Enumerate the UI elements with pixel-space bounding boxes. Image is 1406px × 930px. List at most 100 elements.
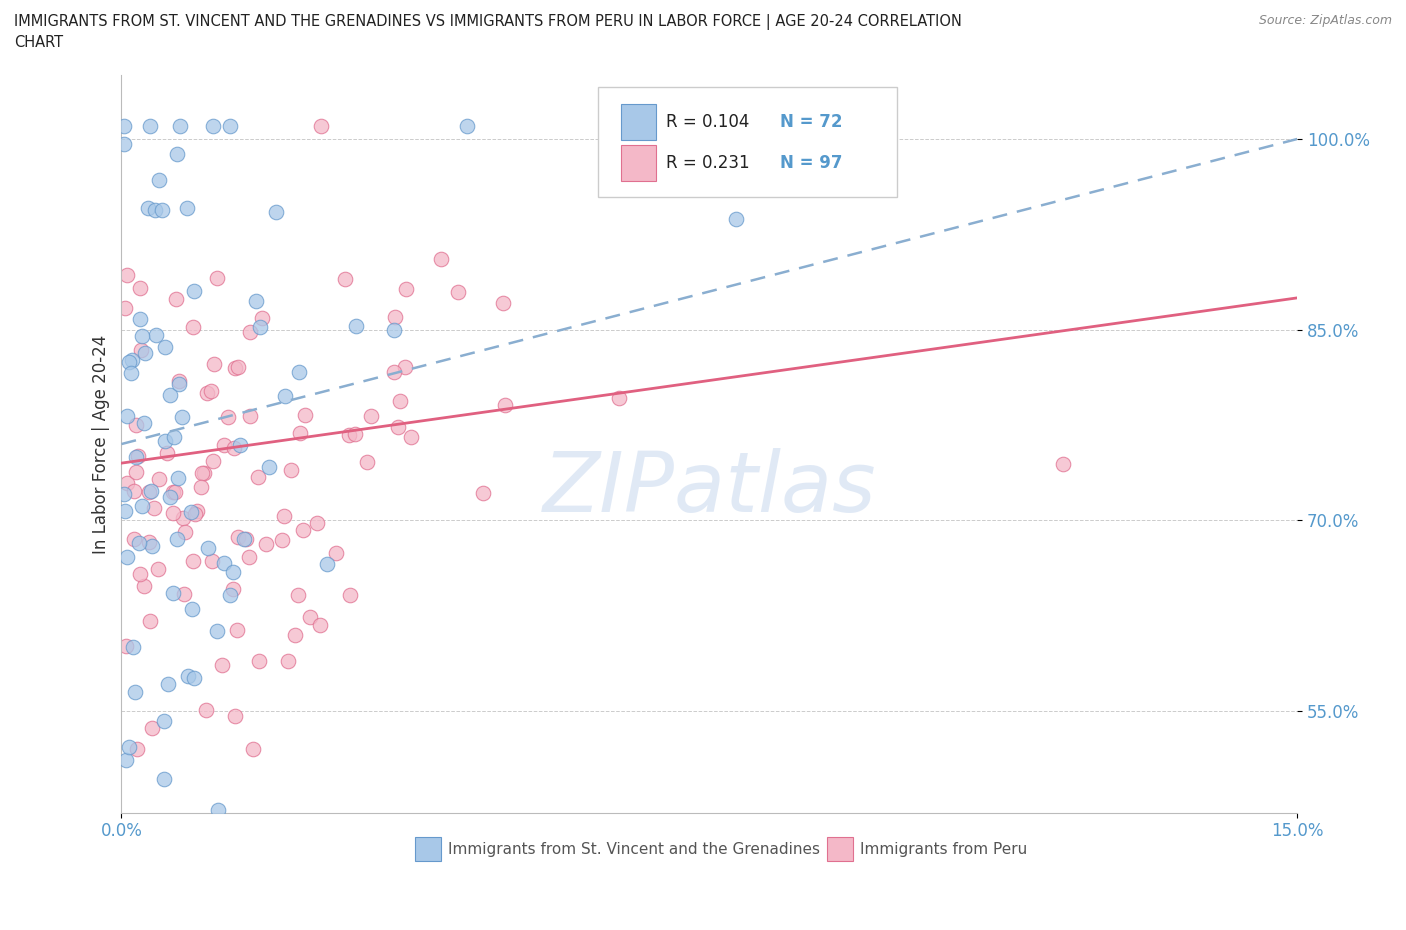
Point	[181, 554, 204, 569]
Y-axis label: In Labor Force | Age 20-24: In Labor Force | Age 20-24	[93, 335, 110, 553]
Point	[271, 533, 294, 548]
Point	[195, 386, 218, 401]
Text: CHART: CHART	[14, 35, 63, 50]
Point	[134, 345, 156, 360]
Point	[156, 677, 179, 692]
Point	[232, 531, 254, 546]
Point	[193, 466, 215, 481]
Point	[264, 205, 287, 219]
Point	[339, 428, 361, 443]
Point	[166, 531, 188, 546]
Point	[118, 739, 141, 754]
Point	[607, 391, 630, 405]
Point	[200, 384, 222, 399]
Point	[129, 567, 152, 582]
Text: Immigrants from St. Vincent and the Grenadines: Immigrants from St. Vincent and the Gren…	[449, 842, 820, 857]
Point	[238, 550, 260, 565]
Point	[125, 464, 148, 479]
Point	[183, 671, 205, 685]
Point	[339, 588, 361, 603]
Point	[333, 272, 356, 286]
Point	[218, 119, 240, 134]
Point	[150, 203, 173, 218]
Point	[145, 830, 167, 844]
Point	[167, 471, 190, 485]
Point	[172, 511, 194, 525]
Point	[173, 587, 195, 602]
Point	[142, 500, 165, 515]
Point	[166, 147, 188, 162]
Point	[145, 327, 167, 342]
Point	[202, 119, 225, 134]
Point	[1052, 457, 1074, 472]
Point	[344, 319, 367, 334]
Point	[222, 581, 245, 596]
Point	[177, 669, 200, 684]
Text: Immigrants from Peru: Immigrants from Peru	[860, 842, 1026, 857]
Point	[132, 416, 155, 431]
Point	[309, 119, 332, 134]
Point	[194, 702, 217, 717]
Point	[186, 503, 208, 518]
Point	[254, 537, 277, 551]
FancyBboxPatch shape	[827, 837, 853, 860]
Point	[316, 556, 339, 571]
Point	[207, 624, 229, 639]
Point	[165, 485, 187, 499]
Point	[139, 484, 162, 498]
Text: R = 0.231: R = 0.231	[666, 154, 749, 172]
Point	[191, 466, 214, 481]
Point	[156, 445, 179, 460]
Point	[138, 200, 160, 215]
Text: R = 0.104: R = 0.104	[666, 113, 749, 131]
Point	[226, 360, 249, 375]
Point	[128, 536, 150, 551]
Point	[129, 343, 152, 358]
Point	[219, 588, 242, 603]
Point	[495, 397, 517, 412]
Point	[249, 653, 271, 668]
Point	[325, 546, 347, 561]
Point	[394, 360, 416, 375]
Point	[344, 426, 367, 441]
Point	[356, 455, 378, 470]
Point	[235, 531, 257, 546]
Point	[291, 523, 314, 538]
Point	[121, 640, 143, 655]
Point	[152, 772, 174, 787]
Point	[491, 296, 513, 311]
Point	[305, 515, 328, 530]
Point	[122, 484, 145, 498]
Point	[114, 300, 136, 315]
Text: N = 72: N = 72	[780, 113, 842, 131]
Point	[141, 720, 163, 735]
Point	[165, 292, 187, 307]
Point	[183, 284, 205, 299]
Point	[222, 565, 245, 579]
Text: Source: ZipAtlas.com: Source: ZipAtlas.com	[1258, 14, 1392, 27]
Point	[112, 486, 135, 501]
FancyBboxPatch shape	[621, 145, 657, 180]
Point	[114, 504, 136, 519]
Point	[125, 418, 148, 432]
Point	[247, 470, 270, 485]
Point	[141, 538, 163, 553]
Point	[284, 628, 307, 643]
Point	[257, 459, 280, 474]
Point	[250, 311, 273, 325]
Point	[115, 476, 138, 491]
Point	[399, 430, 422, 445]
Point	[125, 449, 148, 464]
Point	[159, 388, 181, 403]
Point	[159, 490, 181, 505]
Point	[162, 485, 184, 499]
Point	[120, 365, 142, 380]
Point	[225, 622, 247, 637]
Point	[118, 354, 141, 369]
Point	[249, 320, 271, 335]
Point	[384, 310, 406, 325]
Point	[146, 561, 169, 576]
Point	[169, 119, 191, 134]
Point	[139, 613, 162, 628]
Point	[176, 200, 198, 215]
